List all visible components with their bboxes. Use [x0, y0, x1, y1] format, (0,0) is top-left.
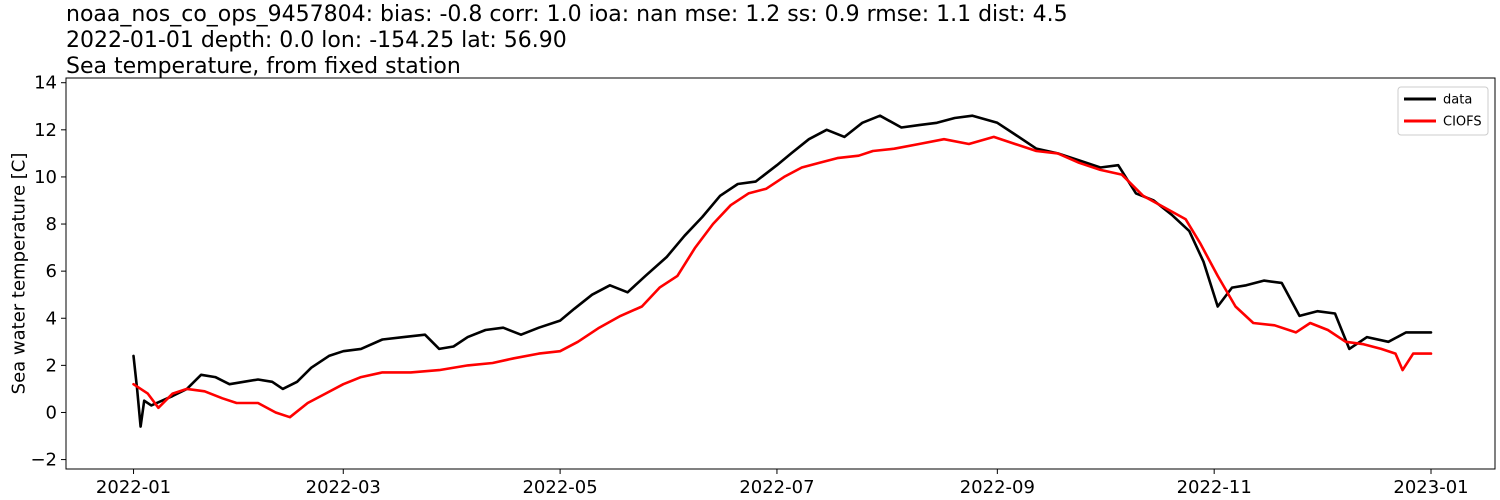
y-axis-label: Sea water temperature [C]: [8, 153, 29, 395]
x-tick-label: 2022-11: [1177, 477, 1252, 498]
chart-title-block: noaa_nos_co_ops_9457804: bias: -0.8 corr…: [66, 2, 1068, 80]
chart-title-line-2: 2022-01-01 depth: 0.0 lon: -154.25 lat: …: [66, 28, 567, 53]
x-tick-label: 2022-09: [960, 477, 1035, 498]
x-tick-label: 2022-03: [306, 477, 381, 498]
y-tick-label: 4: [46, 308, 57, 329]
plot-frame: [65, 77, 1496, 470]
y-tick-label: 2: [46, 355, 57, 376]
y-tick-label: 10: [34, 167, 57, 188]
y-tick-label: 14: [34, 73, 57, 94]
series-line-ciofs: [132, 135, 1433, 419]
axis-ticks: 2022-01 2022-03 2022-05 2022-07 2022-09 2022-…: [30, 73, 1468, 498]
y-tick-label: −2: [30, 450, 57, 471]
x-tick-label: 2022-01: [96, 477, 171, 498]
legend-label-data: data: [1443, 93, 1472, 108]
series-line-data: [132, 114, 1433, 428]
chart-title-line-3: Sea temperature, from fixed station: [66, 54, 461, 79]
y-tick-label: 12: [34, 120, 57, 141]
legend-label-ciofs: CIOFS: [1443, 115, 1482, 130]
x-tick-label: 2022-05: [522, 477, 597, 498]
y-tick-label: 0: [46, 402, 57, 423]
x-tick-label: 2022-07: [739, 477, 814, 498]
legend: data CIOFS: [1397, 86, 1489, 136]
chart-title-line-1: noaa_nos_co_ops_9457804: bias: -0.8 corr…: [66, 2, 1068, 27]
y-tick-label: 6: [46, 261, 57, 282]
series-layer: [132, 114, 1433, 428]
x-tick-label: 2023-01: [1393, 477, 1468, 498]
y-tick-label: 8: [46, 214, 57, 235]
